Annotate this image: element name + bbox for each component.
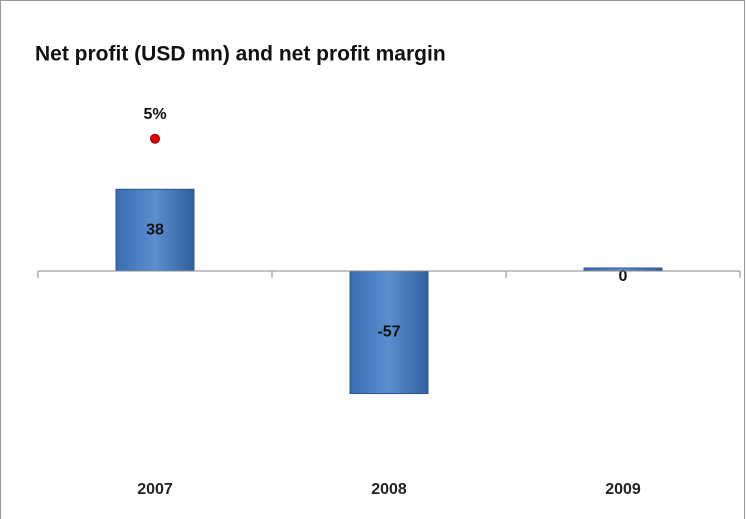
bar xyxy=(349,270,429,395)
margin-label: 5% xyxy=(143,106,166,123)
bar-value-label: 0 xyxy=(619,268,628,285)
x-tick-label: 2009 xyxy=(605,481,641,498)
bar-value-label: 38 xyxy=(146,221,164,238)
bar-value-label: -57 xyxy=(377,323,400,340)
bar xyxy=(115,188,195,272)
chart-title: Net profit (USD mn) and net profit margi… xyxy=(35,43,446,66)
margin-dot xyxy=(150,133,160,144)
x-tick-label: 2008 xyxy=(371,481,407,498)
x-tick-label: 2007 xyxy=(137,481,173,498)
